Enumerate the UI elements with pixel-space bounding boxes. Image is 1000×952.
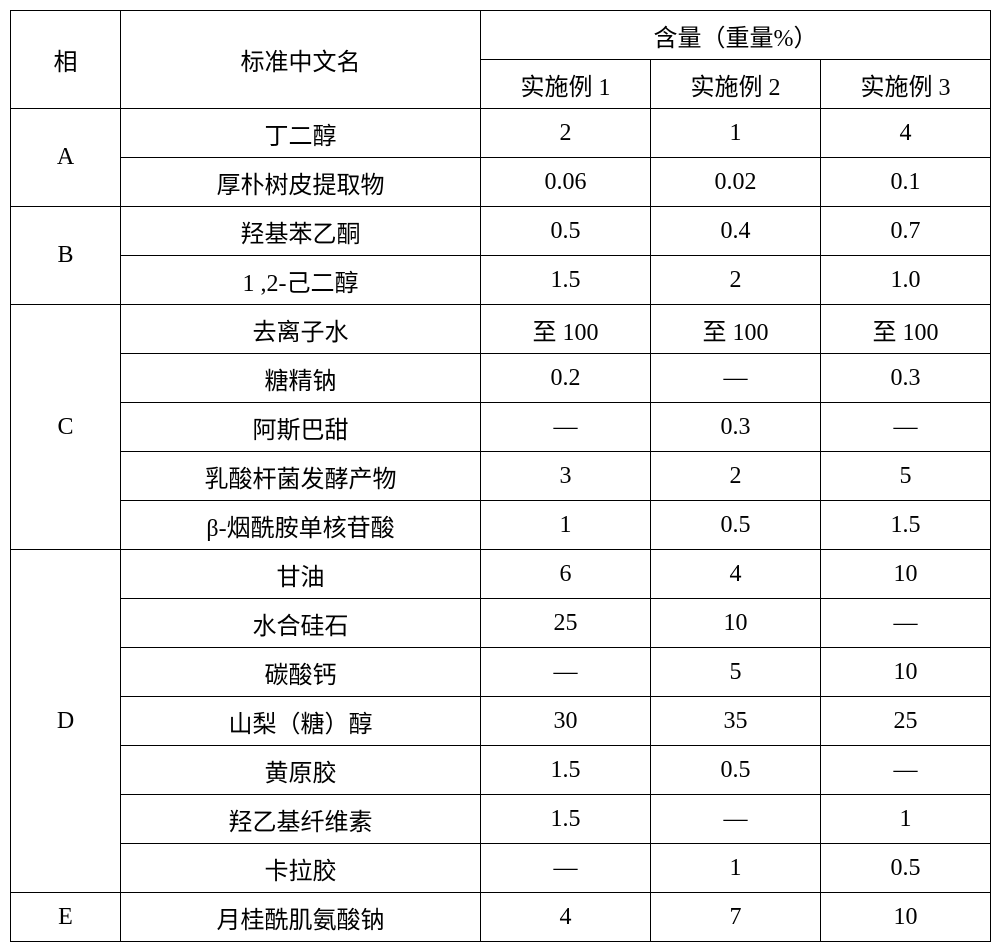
ingredient-name: 黄原胶 xyxy=(121,746,481,795)
composition-table: 相标准中文名含量（重量%）实施例 1实施例 2实施例 3A丁二醇214厚朴树皮提… xyxy=(10,10,991,942)
value-example-2: 5 xyxy=(651,648,821,697)
value-example-2: 1 xyxy=(651,109,821,158)
value-example-2: 0.02 xyxy=(651,158,821,207)
ingredient-name: 卡拉胶 xyxy=(121,844,481,893)
ingredient-name: 1 ,2-己二醇 xyxy=(121,256,481,305)
header-example-2: 实施例 2 xyxy=(651,60,821,109)
value-example-3: 1.5 xyxy=(821,501,991,550)
value-example-3: 10 xyxy=(821,648,991,697)
value-example-3: — xyxy=(821,599,991,648)
value-example-1: 1.5 xyxy=(481,256,651,305)
value-example-3: 0.1 xyxy=(821,158,991,207)
ingredient-name: 羟乙基纤维素 xyxy=(121,795,481,844)
phase-label: D xyxy=(11,550,121,893)
header-row-1: 相标准中文名含量（重量%） xyxy=(11,11,991,60)
value-example-3: — xyxy=(821,746,991,795)
value-example-1: 1.5 xyxy=(481,746,651,795)
ingredient-name: 羟基苯乙酮 xyxy=(121,207,481,256)
value-example-1: 0.2 xyxy=(481,354,651,403)
table-row: E月桂酰肌氨酸钠4710 xyxy=(11,893,991,942)
value-example-1: 1.5 xyxy=(481,795,651,844)
value-example-3: 5 xyxy=(821,452,991,501)
ingredient-name: 去离子水 xyxy=(121,305,481,354)
value-example-2: 0.5 xyxy=(651,501,821,550)
ingredient-name: 水合硅石 xyxy=(121,599,481,648)
phase-label: B xyxy=(11,207,121,305)
table-row: 阿斯巴甜—0.3— xyxy=(11,403,991,452)
table-row: 乳酸杆菌发酵产物325 xyxy=(11,452,991,501)
value-example-3: 25 xyxy=(821,697,991,746)
value-example-1: 0.5 xyxy=(481,207,651,256)
value-example-2: — xyxy=(651,795,821,844)
table-row: 糖精钠0.2—0.3 xyxy=(11,354,991,403)
phase-label: E xyxy=(11,893,121,942)
header-name: 标准中文名 xyxy=(121,11,481,109)
value-example-2: 7 xyxy=(651,893,821,942)
ingredient-name: 阿斯巴甜 xyxy=(121,403,481,452)
ingredient-name: 丁二醇 xyxy=(121,109,481,158)
value-example-2: 0.5 xyxy=(651,746,821,795)
value-example-1: 30 xyxy=(481,697,651,746)
value-example-3: 0.7 xyxy=(821,207,991,256)
value-example-3: 至 100 xyxy=(821,305,991,354)
value-example-3: 1.0 xyxy=(821,256,991,305)
table-row: D甘油6410 xyxy=(11,550,991,599)
value-example-1: 至 100 xyxy=(481,305,651,354)
value-example-1: 2 xyxy=(481,109,651,158)
value-example-1: 1 xyxy=(481,501,651,550)
value-example-3: 10 xyxy=(821,893,991,942)
value-example-1: 6 xyxy=(481,550,651,599)
value-example-2: 2 xyxy=(651,452,821,501)
phase-label: A xyxy=(11,109,121,207)
value-example-1: — xyxy=(481,648,651,697)
table-row: 碳酸钙—510 xyxy=(11,648,991,697)
value-example-3: 0.3 xyxy=(821,354,991,403)
ingredient-name: 月桂酰肌氨酸钠 xyxy=(121,893,481,942)
table-row: 山梨（糖）醇303525 xyxy=(11,697,991,746)
value-example-2: 至 100 xyxy=(651,305,821,354)
value-example-2: 1 xyxy=(651,844,821,893)
table-body: 相标准中文名含量（重量%）实施例 1实施例 2实施例 3A丁二醇214厚朴树皮提… xyxy=(11,11,991,942)
ingredient-name: 山梨（糖）醇 xyxy=(121,697,481,746)
table-row: B羟基苯乙酮0.50.40.7 xyxy=(11,207,991,256)
table-row: 厚朴树皮提取物0.060.020.1 xyxy=(11,158,991,207)
value-example-3: 0.5 xyxy=(821,844,991,893)
value-example-3: 10 xyxy=(821,550,991,599)
table-row: 卡拉胶—10.5 xyxy=(11,844,991,893)
value-example-3: 1 xyxy=(821,795,991,844)
ingredient-name: 甘油 xyxy=(121,550,481,599)
table-row: 黄原胶1.50.5— xyxy=(11,746,991,795)
header-phase: 相 xyxy=(11,11,121,109)
table-row: C去离子水至 100至 100至 100 xyxy=(11,305,991,354)
table-row: A丁二醇214 xyxy=(11,109,991,158)
value-example-1: — xyxy=(481,844,651,893)
table-row: 1 ,2-己二醇1.521.0 xyxy=(11,256,991,305)
header-example-3: 实施例 3 xyxy=(821,60,991,109)
value-example-2: 2 xyxy=(651,256,821,305)
value-example-3: — xyxy=(821,403,991,452)
value-example-2: — xyxy=(651,354,821,403)
header-content-group: 含量（重量%） xyxy=(481,11,991,60)
table-row: 水合硅石2510— xyxy=(11,599,991,648)
ingredient-name: 厚朴树皮提取物 xyxy=(121,158,481,207)
header-example-1: 实施例 1 xyxy=(481,60,651,109)
ingredient-name: 糖精钠 xyxy=(121,354,481,403)
value-example-2: 0.4 xyxy=(651,207,821,256)
value-example-2: 0.3 xyxy=(651,403,821,452)
table-row: β-烟酰胺单核苷酸10.51.5 xyxy=(11,501,991,550)
ingredient-name: 碳酸钙 xyxy=(121,648,481,697)
value-example-1: 0.06 xyxy=(481,158,651,207)
value-example-1: 3 xyxy=(481,452,651,501)
phase-label: C xyxy=(11,305,121,550)
value-example-1: 25 xyxy=(481,599,651,648)
ingredient-name: β-烟酰胺单核苷酸 xyxy=(121,501,481,550)
value-example-3: 4 xyxy=(821,109,991,158)
value-example-1: — xyxy=(481,403,651,452)
value-example-2: 35 xyxy=(651,697,821,746)
ingredient-name: 乳酸杆菌发酵产物 xyxy=(121,452,481,501)
value-example-2: 10 xyxy=(651,599,821,648)
table-row: 羟乙基纤维素1.5—1 xyxy=(11,795,991,844)
value-example-1: 4 xyxy=(481,893,651,942)
value-example-2: 4 xyxy=(651,550,821,599)
